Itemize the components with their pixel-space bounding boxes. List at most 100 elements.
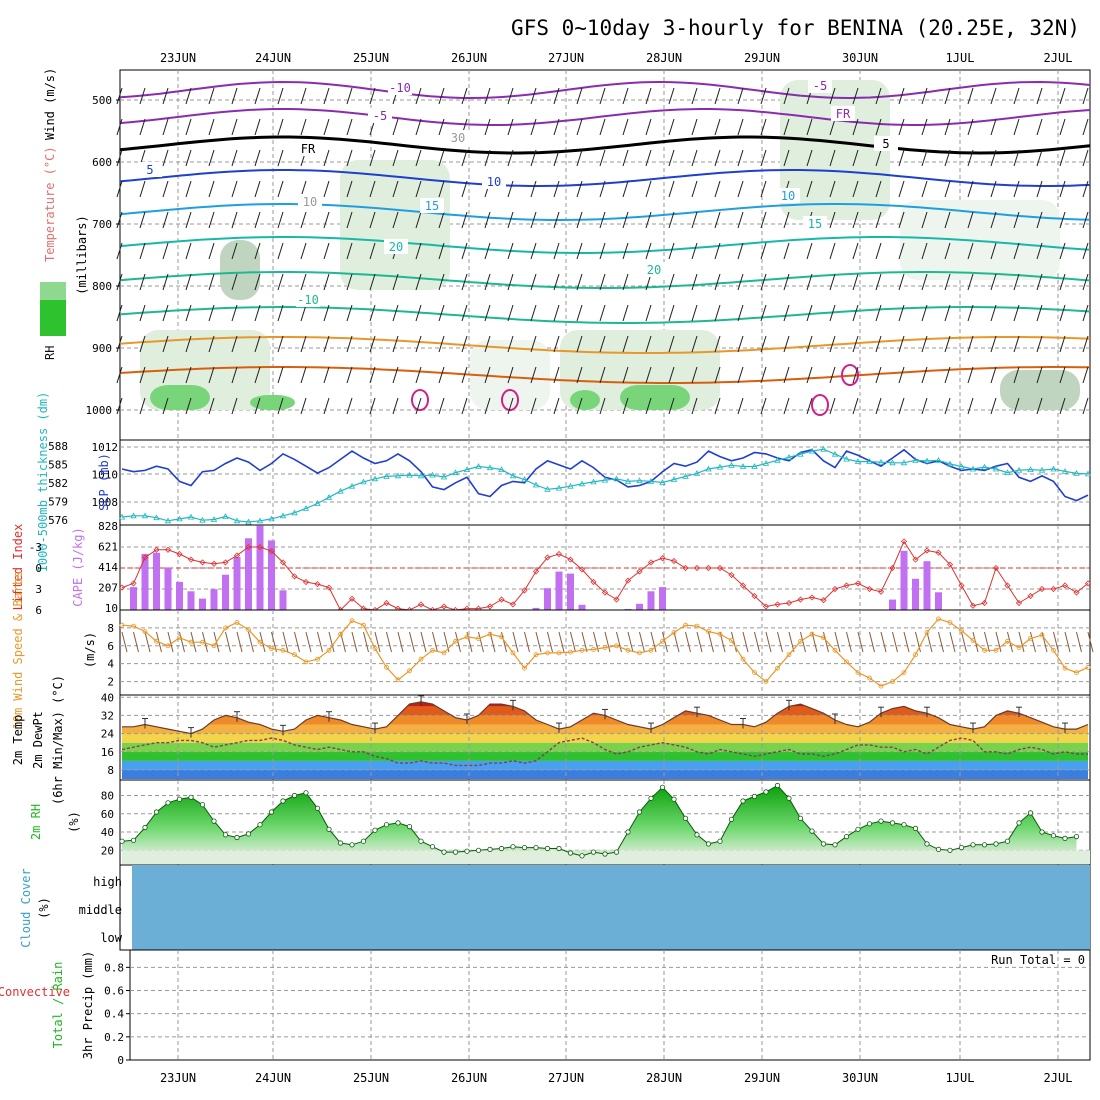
- wind-barb: [461, 242, 468, 260]
- wind-barb: [760, 149, 767, 167]
- wind-barb: [829, 87, 836, 105]
- wind-barb: [714, 87, 721, 105]
- thickness-point: [969, 465, 977, 472]
- wind-barb: [898, 180, 905, 198]
- wind-barb: [438, 242, 445, 260]
- li-point: [544, 554, 551, 561]
- wind10-barb: [869, 631, 875, 653]
- wind10-point: [602, 645, 608, 650]
- wind-barb: [645, 87, 652, 105]
- wind-barb: [323, 366, 330, 384]
- wind-barb: [944, 304, 951, 322]
- li-point: [245, 543, 252, 551]
- wind-barb: [116, 273, 123, 291]
- rh-point: [843, 833, 850, 840]
- pressure-tick-label: 500: [92, 94, 112, 107]
- wind-barb: [254, 335, 261, 353]
- wind10-barb: [673, 631, 680, 653]
- wind10-barb: [248, 631, 254, 653]
- rh-point: [199, 802, 206, 808]
- wind-barb: [208, 180, 215, 198]
- rh-point: [487, 846, 493, 853]
- hot-contour: [501, 389, 519, 411]
- wind-barb: [990, 180, 997, 198]
- wind-barb: [691, 211, 698, 229]
- li-point: [762, 603, 770, 610]
- rh-shade: [150, 385, 210, 410]
- wind-barb: [185, 304, 192, 322]
- top-day-label: 23JUN: [160, 51, 196, 65]
- thickness-point: [394, 472, 402, 479]
- wind-barb: [1036, 397, 1043, 415]
- wind-barb: [116, 397, 123, 415]
- wind-barb: [415, 335, 422, 353]
- wind-barb: [783, 304, 790, 322]
- wind10-barb: [236, 631, 243, 653]
- wind10-barb: [144, 631, 151, 653]
- isotherm-line: [119, 306, 1091, 324]
- wind-barb: [392, 335, 399, 353]
- wind-barb: [300, 242, 307, 260]
- wind10-barb: [259, 631, 266, 653]
- wind-barb: [116, 211, 123, 229]
- rh-point: [970, 842, 976, 848]
- li-point: [302, 578, 310, 586]
- wind-barb: [852, 118, 859, 136]
- wind-barb: [737, 211, 744, 229]
- wind-barb: [1036, 180, 1043, 198]
- wind-barb: [162, 87, 169, 105]
- thickness-point: [820, 445, 827, 452]
- rh-shade: [620, 385, 690, 410]
- rh-point: [1027, 810, 1034, 816]
- wind-barb: [484, 149, 491, 167]
- wind-barb: [967, 366, 974, 384]
- cape-bar: [659, 587, 666, 610]
- pressure-tick-label: 700: [92, 218, 112, 231]
- isotherm-label-bg: [808, 78, 832, 93]
- wind-barb: [944, 180, 951, 198]
- wind10-point: [1039, 632, 1045, 638]
- wind-barb: [162, 149, 169, 167]
- wind-barb: [277, 180, 284, 198]
- thickness-point: [475, 463, 482, 469]
- rh-point: [234, 834, 240, 841]
- cloud-level-high: high: [93, 875, 122, 889]
- wind-barb: [369, 149, 376, 167]
- wind-barb: [415, 366, 422, 384]
- li-point: [670, 557, 678, 565]
- wind-barb: [645, 242, 652, 260]
- wind-barb: [714, 397, 721, 415]
- wind-barb: [254, 118, 261, 136]
- wind-barb: [415, 149, 422, 167]
- thickness-point: [429, 471, 436, 478]
- thickness-point: [992, 465, 1000, 472]
- li-tick-label: 3: [35, 583, 42, 596]
- wind-barb: [898, 211, 905, 229]
- wind-barb: [530, 149, 537, 167]
- cape-tick-label: 10: [105, 602, 118, 615]
- wind10-barb: [374, 631, 381, 653]
- slp-tick-label: 1008: [92, 496, 119, 509]
- wind-barb: [369, 242, 376, 260]
- wind-barb: [645, 211, 652, 229]
- wind-barb: [484, 273, 491, 291]
- wind-barb: [1059, 335, 1066, 353]
- wind10-point: [487, 631, 493, 637]
- wind-barb: [990, 366, 997, 384]
- wind-barb: [806, 242, 813, 260]
- wind-barb: [139, 304, 146, 322]
- wind-barb: [185, 397, 192, 415]
- slp-thickness-panel: 588 585 582 579 576 1012 1010 1008 1000-500mb t…: [36, 392, 1092, 572]
- li-point: [256, 543, 264, 551]
- isotherm-line: [119, 80, 1091, 100]
- thickness-point: [739, 463, 747, 469]
- wind-barb: [921, 118, 928, 136]
- wind-barb: [116, 304, 123, 322]
- li-point: [877, 588, 885, 595]
- wind-barb: [691, 242, 698, 260]
- wind-barb: [116, 149, 123, 167]
- wind-barb: [783, 366, 790, 384]
- wind10-point: [832, 647, 838, 653]
- wind-barb: [714, 366, 721, 384]
